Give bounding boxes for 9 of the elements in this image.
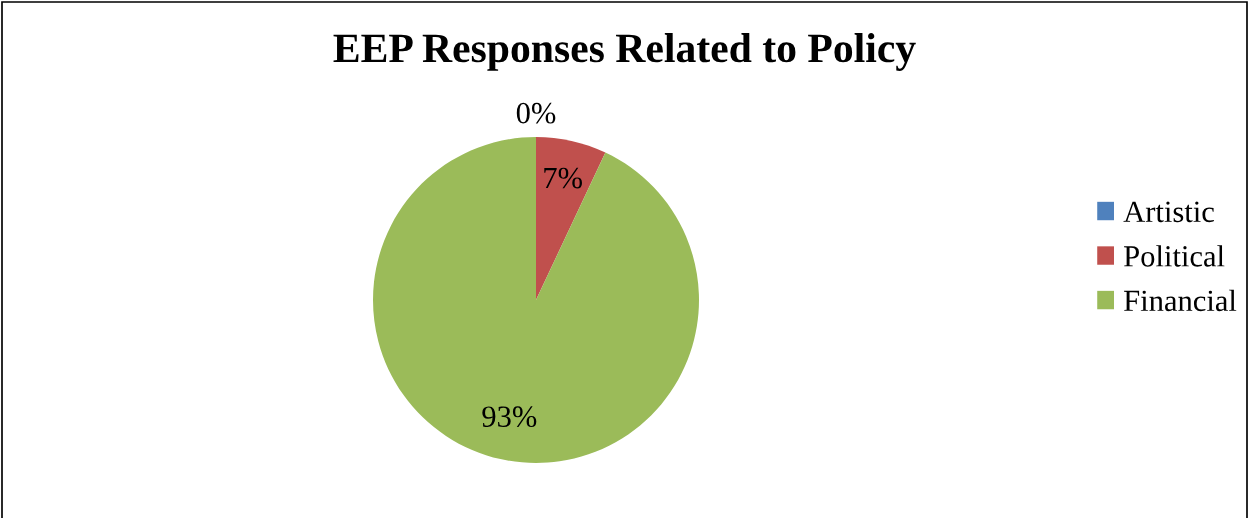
pie-slice bbox=[373, 137, 699, 463]
legend-label: Financial bbox=[1124, 289, 1237, 312]
data-label: 93% bbox=[482, 406, 537, 428]
text: 0% bbox=[516, 102, 556, 124]
legend-label: Political bbox=[1124, 245, 1225, 267]
data-label: 7% bbox=[544, 167, 582, 189]
chart-title: EEP Responses Related to Policy bbox=[333, 33, 916, 71]
pie-slice bbox=[536, 137, 606, 300]
legend-label: Artistic bbox=[1123, 201, 1214, 223]
